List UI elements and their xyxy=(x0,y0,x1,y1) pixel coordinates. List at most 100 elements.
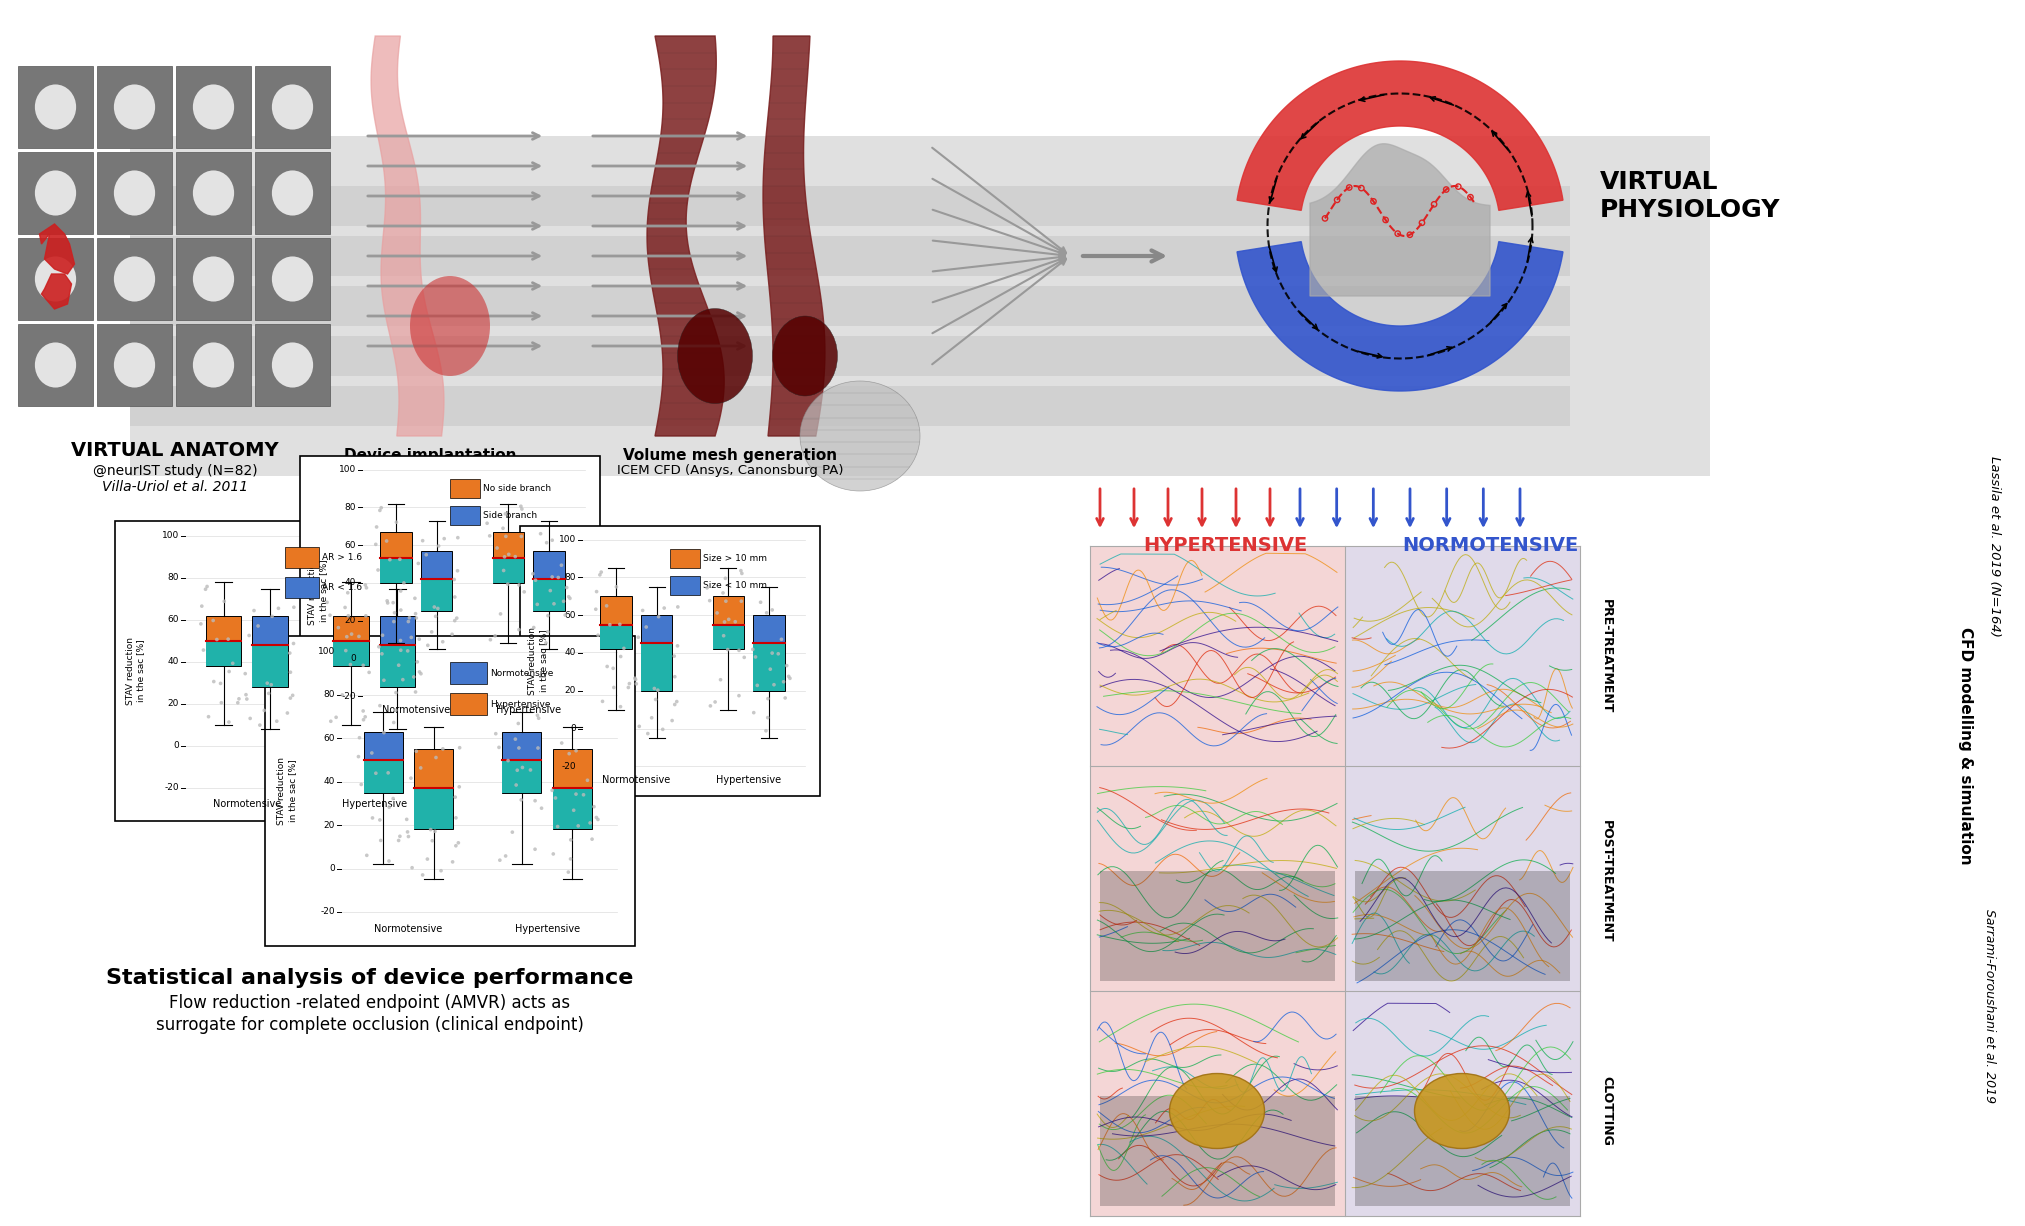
Point xyxy=(480,538,512,558)
Point xyxy=(581,808,614,828)
Point xyxy=(367,644,399,663)
Ellipse shape xyxy=(271,85,314,130)
Point xyxy=(419,748,452,767)
Bar xyxy=(130,136,1709,476)
Point xyxy=(587,691,620,711)
Point xyxy=(364,500,397,520)
Point xyxy=(188,580,221,600)
Point xyxy=(524,798,557,818)
Point xyxy=(437,852,470,872)
Point xyxy=(198,672,231,691)
Point xyxy=(383,826,415,846)
Text: 60: 60 xyxy=(324,734,334,743)
Text: Statistical analysis of device performance: Statistical analysis of device performan… xyxy=(105,969,634,988)
Bar xyxy=(130,235,1569,276)
Point xyxy=(371,593,403,613)
Point xyxy=(364,498,397,517)
Point xyxy=(1357,191,1389,211)
Point xyxy=(553,587,585,607)
Bar xyxy=(642,615,672,690)
Point xyxy=(707,626,739,646)
Text: 20: 20 xyxy=(565,687,575,695)
Point xyxy=(273,688,306,707)
Text: 40: 40 xyxy=(324,777,334,786)
FancyBboxPatch shape xyxy=(115,521,456,821)
Bar xyxy=(450,506,480,525)
Point xyxy=(508,582,541,602)
Point xyxy=(435,624,468,644)
Point xyxy=(350,606,383,625)
Point xyxy=(555,850,587,869)
Text: Normotensive: Normotensive xyxy=(490,668,553,678)
Point xyxy=(387,669,419,689)
Point xyxy=(360,517,393,537)
Point xyxy=(255,607,288,626)
Bar xyxy=(255,324,330,406)
Text: Normotensive: Normotensive xyxy=(375,923,443,934)
Point xyxy=(385,630,417,650)
Point xyxy=(658,646,691,666)
Point xyxy=(737,702,770,722)
Point xyxy=(401,652,433,672)
Point xyxy=(213,712,245,732)
Point xyxy=(545,555,577,575)
Point xyxy=(186,596,219,615)
Point xyxy=(205,693,237,712)
Point xyxy=(490,504,522,524)
Point xyxy=(522,709,555,728)
Point xyxy=(559,785,591,804)
Point xyxy=(492,750,524,770)
Point xyxy=(693,591,725,611)
Point xyxy=(770,688,802,707)
Point xyxy=(581,809,614,829)
Point xyxy=(362,638,395,657)
Ellipse shape xyxy=(113,85,156,130)
Text: 100: 100 xyxy=(559,535,575,544)
Point xyxy=(373,797,405,817)
Point xyxy=(608,639,640,658)
Bar xyxy=(286,576,320,597)
Point xyxy=(213,629,245,649)
Point xyxy=(620,669,652,689)
Point xyxy=(425,861,458,880)
Bar xyxy=(642,644,672,690)
Bar xyxy=(130,336,1569,376)
Bar xyxy=(1100,1096,1334,1206)
Point xyxy=(235,709,267,728)
Bar xyxy=(1355,1096,1569,1206)
Point xyxy=(577,797,610,817)
Point xyxy=(723,641,755,661)
Point xyxy=(656,711,688,731)
Point xyxy=(332,582,364,602)
Text: Device implantation: Device implantation xyxy=(344,447,516,463)
Point xyxy=(415,820,448,840)
Bar xyxy=(670,576,701,595)
Bar xyxy=(97,66,172,148)
Point xyxy=(369,671,401,690)
Point xyxy=(553,744,585,764)
Point xyxy=(474,526,506,546)
Point xyxy=(593,615,626,635)
Point xyxy=(229,685,261,705)
Point xyxy=(597,658,630,678)
Point xyxy=(488,547,520,566)
Point xyxy=(531,633,563,652)
Point xyxy=(1345,178,1377,197)
Point xyxy=(377,712,409,732)
Point xyxy=(624,716,656,736)
Point xyxy=(1442,177,1474,196)
Point xyxy=(745,592,778,612)
Point xyxy=(709,569,741,588)
Point xyxy=(537,568,569,587)
Point xyxy=(411,635,443,655)
Text: Normotensive: Normotensive xyxy=(601,775,670,785)
Point xyxy=(403,629,435,649)
Bar xyxy=(379,645,415,688)
Point xyxy=(401,742,433,761)
Point xyxy=(385,581,417,601)
Text: 0: 0 xyxy=(350,653,356,663)
Point xyxy=(330,626,362,646)
Point xyxy=(352,662,385,682)
Point xyxy=(774,668,806,688)
Point xyxy=(369,723,401,743)
